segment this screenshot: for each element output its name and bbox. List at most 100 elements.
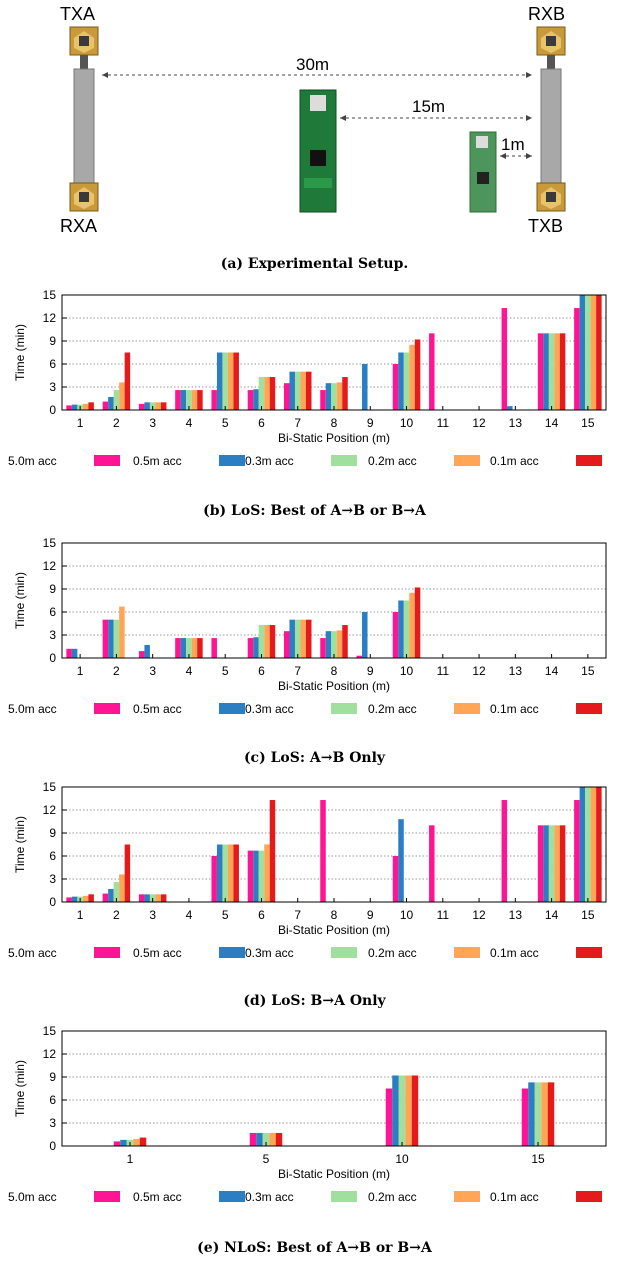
bar — [233, 844, 239, 902]
bar — [543, 333, 549, 410]
x-tick-label: 1 — [77, 664, 84, 678]
legend-label: 0.1m acc — [490, 454, 539, 468]
legend-label: 0.2m acc — [368, 454, 417, 468]
bar — [559, 825, 566, 902]
bar — [264, 844, 270, 902]
x-tick-label: 3 — [149, 908, 156, 922]
distance-1m: 1m — [501, 135, 525, 154]
x-axis-label: Bi-Static Position (m) — [278, 679, 390, 693]
bar — [294, 619, 301, 658]
bar — [258, 625, 265, 658]
x-tick-label: 6 — [258, 416, 265, 430]
bar — [543, 825, 549, 902]
y-tick-label: 12 — [43, 1047, 57, 1061]
y-tick-label: 9 — [49, 334, 56, 348]
bar — [398, 352, 404, 410]
legend-swatch — [219, 947, 245, 958]
chart-c-caption: (c) LoS: A→B Only — [243, 750, 386, 766]
chart-e: 0 3 6 9 12 15 1 5 10 15 Bi-Static Position (m) Time… — [0, 1020, 629, 1235]
antenna-b — [536, 26, 566, 212]
bar — [144, 644, 150, 658]
bar — [336, 382, 343, 410]
bar — [305, 619, 312, 658]
bar — [247, 850, 254, 902]
y-tick-label: 3 — [49, 872, 56, 886]
chart-b: 0 3 6 9 12 15 1 2 3 4 5 6 7 8 9 10 11 12 13 14 15 Bi-Static P… — [0, 284, 629, 499]
legend-swatch — [94, 1191, 120, 1202]
bar — [186, 390, 192, 410]
x-tick-label: 4 — [186, 416, 193, 430]
bar — [113, 619, 120, 658]
legend-label: 0.3m acc — [245, 946, 294, 960]
x-tick-label: 2 — [113, 664, 120, 678]
y-tick-label: 15 — [43, 288, 57, 302]
x-tick-label: 9 — [367, 664, 374, 678]
label-txb: TXB — [528, 216, 563, 236]
bar — [554, 825, 560, 902]
y-tick-label: 6 — [49, 357, 56, 371]
legend-label: 0.2m acc — [368, 946, 417, 960]
bar — [398, 819, 404, 902]
bar — [88, 894, 94, 902]
y-tick-label: 3 — [49, 628, 56, 642]
bar — [66, 405, 72, 410]
setup-illustration: TXA RXA RXB TXB 30m 15m 1m — [60, 4, 566, 236]
bar — [590, 787, 597, 902]
bar — [191, 390, 198, 410]
bar — [233, 352, 239, 410]
bar — [325, 383, 332, 410]
bar — [71, 896, 78, 902]
bar — [124, 844, 131, 902]
label-rxb: RXB — [528, 4, 565, 24]
bar — [585, 295, 591, 410]
bar — [409, 592, 415, 658]
legend-swatch — [331, 1191, 357, 1202]
y-tick-label: 12 — [43, 803, 57, 817]
experimental-setup: TXA RXA RXB TXB 30m 15m 1m — [0, 0, 629, 240]
x-tick-label: 12 — [472, 416, 486, 430]
bar — [548, 825, 555, 902]
bar — [362, 364, 368, 410]
bar — [501, 308, 508, 410]
bar — [331, 631, 337, 658]
bar — [392, 1075, 399, 1146]
bar — [405, 1075, 412, 1146]
y-tick-label: 12 — [43, 559, 57, 573]
bar — [82, 403, 89, 410]
legend-swatch — [219, 1191, 245, 1202]
bar — [398, 1075, 406, 1146]
bar — [342, 377, 348, 410]
bar — [66, 648, 72, 658]
plot-frame — [61, 786, 607, 903]
x-tick-label: 5 — [263, 1152, 270, 1166]
bar — [119, 382, 125, 410]
distance-30m: 30m — [296, 55, 329, 74]
bar — [82, 895, 89, 902]
bar — [253, 637, 259, 658]
y-tick-label: 6 — [49, 1093, 56, 1107]
x-tick-label: 11 — [437, 664, 450, 678]
chart-d: 0 3 6 9 12 15 1 2 3 4 5 6 7 8 9 10 11 12 13 14 15 Bi-Static P… — [0, 776, 629, 991]
legend-label: 0.2m acc — [368, 702, 417, 716]
y-tick-label: 15 — [43, 780, 57, 794]
bar — [385, 1088, 393, 1146]
bar — [269, 800, 276, 902]
bar — [392, 612, 399, 658]
bar — [548, 333, 555, 410]
bar — [501, 800, 508, 902]
bar — [160, 402, 167, 410]
legend-swatch — [94, 703, 120, 714]
bar — [320, 390, 326, 410]
chart-d-caption: (d) LoS: B→A Only — [243, 993, 386, 1009]
y-tick-label: 12 — [43, 311, 57, 325]
y-tick-label: 15 — [43, 536, 57, 550]
legend-label: 0.5m acc — [133, 454, 182, 468]
legend-label: 5.0m acc — [8, 702, 57, 716]
legend-swatch — [94, 455, 120, 466]
legend-swatch — [454, 947, 480, 958]
y-tick-label: 9 — [49, 826, 56, 840]
bar — [186, 638, 192, 658]
bar — [300, 619, 306, 658]
